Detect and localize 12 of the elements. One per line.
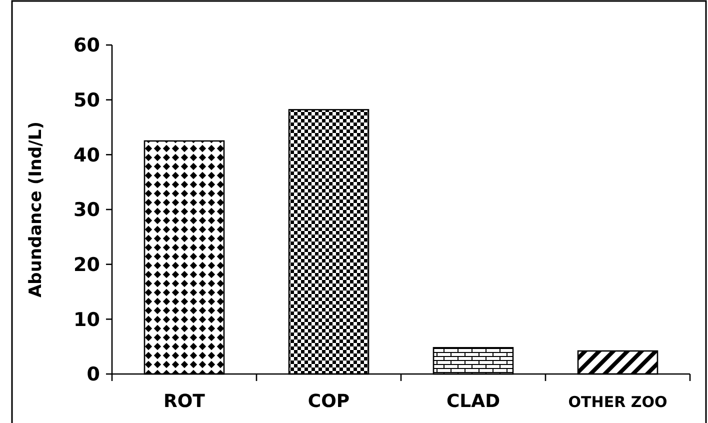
y-tick-label: 0 [86, 364, 100, 386]
x-tick-label: ROT [164, 391, 206, 412]
y-tick-label: 60 [74, 34, 100, 57]
x-tick-label: CLAD [446, 391, 500, 412]
y-axis-title: Abundance (Ind/L) [26, 122, 46, 298]
x-tick-label: OTHER ZOO [568, 393, 668, 411]
y-tick-label: 20 [74, 254, 100, 276]
y-tick-label: 10 [74, 308, 100, 331]
y-tick-label: 30 [74, 199, 100, 222]
x-tick-label: COP [308, 391, 350, 412]
y-tick-label: 50 [74, 89, 100, 112]
y-tick-label: 40 [74, 144, 100, 166]
